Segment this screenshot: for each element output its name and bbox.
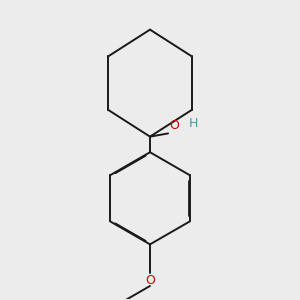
Text: H: H bbox=[189, 117, 198, 130]
Text: O: O bbox=[169, 119, 179, 132]
Text: O: O bbox=[145, 274, 155, 287]
